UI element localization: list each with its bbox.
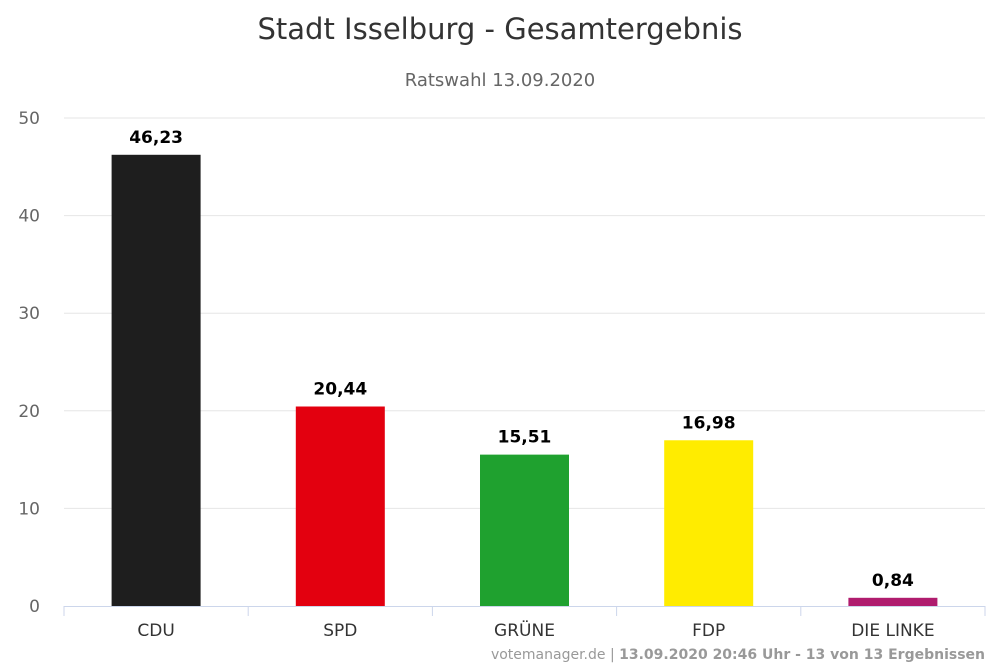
bar-gr-ne[interactable] xyxy=(480,454,569,606)
credits-timestamp: 13.09.2020 20:46 Uhr - 13 von 13 Ergebni… xyxy=(619,647,985,663)
chart-title: Stadt Isselburg - Gesamtergebnis xyxy=(258,12,743,46)
x-tick-label: GRÜNE xyxy=(494,619,555,641)
x-tick-label: DIE LINKE xyxy=(851,621,934,641)
data-label: 16,98 xyxy=(682,413,736,433)
y-tick-label: 10 xyxy=(18,499,40,519)
bar-cdu[interactable] xyxy=(111,154,201,606)
bar-spd[interactable] xyxy=(295,406,385,606)
data-label: 20,44 xyxy=(313,380,367,400)
bars: 46,23 20,44 15,51 16,98 0,84 xyxy=(111,128,938,606)
data-label: 46,23 xyxy=(129,128,183,148)
y-axis: 0 10 20 30 40 50 xyxy=(18,109,40,617)
x-tick-label: CDU xyxy=(137,621,174,641)
credits-source[interactable]: votemanager.de xyxy=(491,647,606,663)
x-tick-label: SPD xyxy=(323,621,357,641)
y-tick-label: 50 xyxy=(18,109,40,129)
chart-subtitle: Ratswahl 13.09.2020 xyxy=(405,70,596,91)
data-label: 15,51 xyxy=(498,428,552,448)
credits-text[interactable]: votemanager.de | 13.09.2020 20:46 Uhr - … xyxy=(491,647,985,663)
bar-die-linke[interactable] xyxy=(848,597,938,606)
y-tick-label: 40 xyxy=(18,207,40,227)
x-axis: CDU SPD GRÜNE FDP DIE LINKE xyxy=(63,606,986,641)
x-tick-label: FDP xyxy=(692,621,725,641)
y-tick-label: 0 xyxy=(29,597,40,617)
bar-fdp[interactable] xyxy=(664,440,754,606)
y-tick-label: 30 xyxy=(18,304,40,324)
data-label: 0,84 xyxy=(872,571,914,591)
y-tick-label: 20 xyxy=(18,402,40,422)
credits-separator: | xyxy=(606,647,620,663)
grid-lines xyxy=(64,117,985,509)
